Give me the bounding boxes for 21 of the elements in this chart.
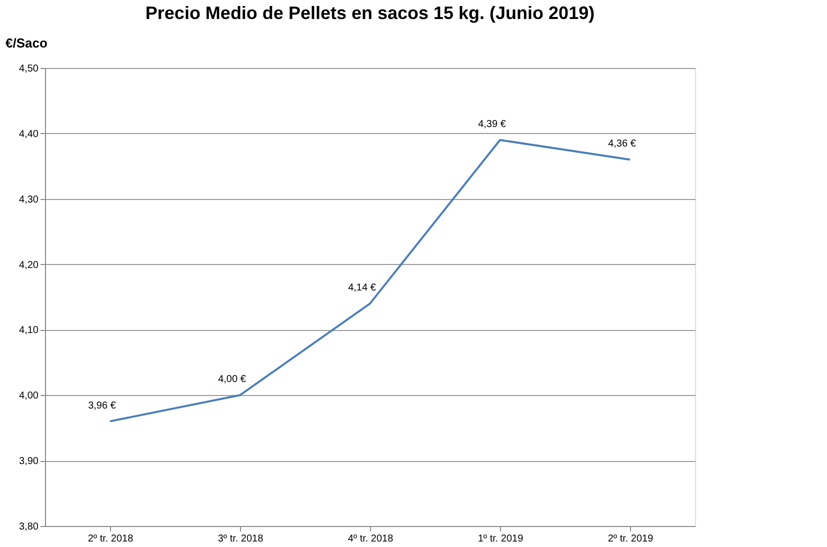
data-label: 3,96 € xyxy=(88,400,116,412)
y-tick-label: 4,40 xyxy=(19,128,39,140)
y-tick-label: 4,50 xyxy=(19,64,39,74)
line-series xyxy=(109,138,631,422)
x-tick-label: 4º tr. 2018 xyxy=(348,534,394,544)
chart-title: Precio Medio de Pellets en sacos 15 kg. (Junio 2019) xyxy=(145,3,595,23)
y-axis-title: €/Saco xyxy=(6,36,48,50)
y-tick-label: 4,30 xyxy=(19,194,39,206)
y-tick-label: 3,80 xyxy=(19,522,39,532)
x-tick-label: 3º tr. 2018 xyxy=(218,534,264,544)
data-label: 4,39 € xyxy=(478,118,506,130)
data-label: 4,14 € xyxy=(348,282,376,294)
y-tick-label: 4,10 xyxy=(19,325,39,336)
y-tick-label: 3,90 xyxy=(19,456,39,468)
data-label: 4,00 € xyxy=(218,374,246,386)
x-tick-label: 1º tr. 2019 xyxy=(478,534,524,544)
y-tick-label: 4,00 xyxy=(19,390,39,402)
y-tick-label: 4,20 xyxy=(19,260,39,271)
x-tick-label: 2º tr. 2019 xyxy=(608,534,654,544)
x-tick-label: 2º tr. 2018 xyxy=(88,534,134,544)
data-label: 4,36 € xyxy=(608,138,636,150)
